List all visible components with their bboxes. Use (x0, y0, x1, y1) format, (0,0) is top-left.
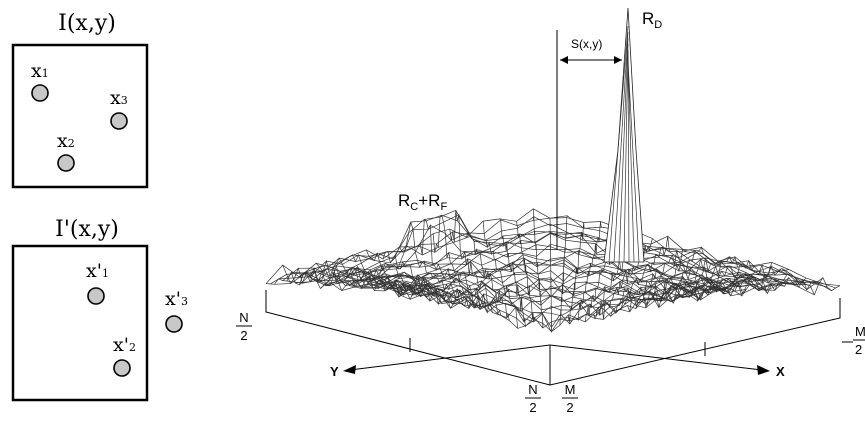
mesh-line (395, 282, 709, 328)
point-x1-label: x1 (31, 60, 49, 82)
point-x1-prime-label: x'1 (86, 260, 109, 282)
peak-mesh-lines (608, 25, 640, 263)
panel-top-title: I(x,y) (58, 11, 116, 36)
x-axis-label: X (776, 364, 785, 379)
y-axis-line (349, 344, 551, 371)
y-axis-label: Y (330, 364, 339, 379)
mesh-line (403, 286, 700, 329)
panel-bottom-frame (11, 244, 149, 402)
shift-arrow-left (560, 56, 568, 64)
mesh-line (382, 281, 721, 311)
mesh-line (286, 214, 819, 285)
fraction-bottom-n-over-2: N 2 (525, 382, 541, 415)
point-x2-marker (57, 154, 75, 172)
point-x3-prime-label: x'3 (165, 288, 188, 310)
point-x1-prime-marker (87, 287, 105, 305)
fraction-left-n-over-2: N 2 (236, 310, 252, 343)
mesh-line (407, 285, 696, 333)
mesh-line (270, 217, 836, 289)
mesh-line (311, 243, 794, 286)
svg-text:N: N (239, 310, 248, 325)
peak-hatch-line (627, 61, 640, 263)
mesh-line (399, 282, 704, 333)
mesh-line (282, 209, 824, 291)
mesh-line (299, 233, 806, 286)
svg-text:M: M (855, 324, 865, 339)
mesh-line (307, 244, 798, 286)
point-x3-marker (110, 112, 128, 130)
shift-arrow-right (614, 56, 622, 64)
point-x1-marker (31, 84, 49, 102)
mesh-line (353, 277, 751, 295)
svg-text:N: N (528, 382, 537, 397)
peak-label: RD (642, 9, 662, 31)
panel-top-frame (11, 43, 149, 189)
panel-bottom-title: I'(x,y) (55, 217, 119, 242)
peak-hatch-line (627, 49, 630, 263)
point-x3-label: x3 (110, 87, 128, 109)
noise-label: RC+RF (398, 191, 447, 213)
point-x3-prime-marker (165, 315, 183, 333)
point-x2-prime-label: x'2 (113, 334, 136, 356)
panel-shifted-image: I'(x,y) x'1 x'3 x'2 (11, 217, 188, 402)
svg-text:2: 2 (855, 342, 862, 357)
svg-text:2: 2 (529, 400, 536, 415)
mesh-line (559, 215, 568, 326)
mesh-line (315, 250, 790, 291)
fraction-right-m-over-2: M 2 (842, 324, 865, 357)
point-x2-prime-marker (113, 359, 131, 377)
peak-hatch-line (623, 43, 629, 263)
svg-text:M: M (565, 382, 576, 397)
mesh-line (549, 218, 552, 333)
correlation-surface: Y X S(x,y) RD RC+RF N 2 N 2 (236, 7, 865, 415)
mesh-line (366, 280, 738, 301)
shift-label: S(x,y) (571, 37, 602, 51)
peak-hatch-line (613, 31, 629, 263)
svg-text:2: 2 (240, 328, 247, 343)
mesh-line (345, 271, 760, 292)
panel-original-image: I(x,y) x1 x3 x2 (11, 11, 149, 189)
peak-hatch-line (627, 55, 635, 263)
mesh-line (341, 270, 764, 290)
surface-mesh (265, 208, 841, 333)
x-axis-arrowhead (757, 365, 770, 375)
y-axis-arrowhead (343, 365, 356, 374)
peak-hatch-line (618, 37, 629, 263)
peak-hatch-line (608, 25, 629, 263)
point-x2-label: x2 (57, 130, 75, 152)
x-axis-line (549, 344, 763, 371)
fraction-bottom-m-over-2: M 2 (562, 382, 578, 415)
mesh-line (576, 221, 602, 322)
svg-text:2: 2 (566, 400, 573, 415)
mesh-line (303, 241, 802, 285)
